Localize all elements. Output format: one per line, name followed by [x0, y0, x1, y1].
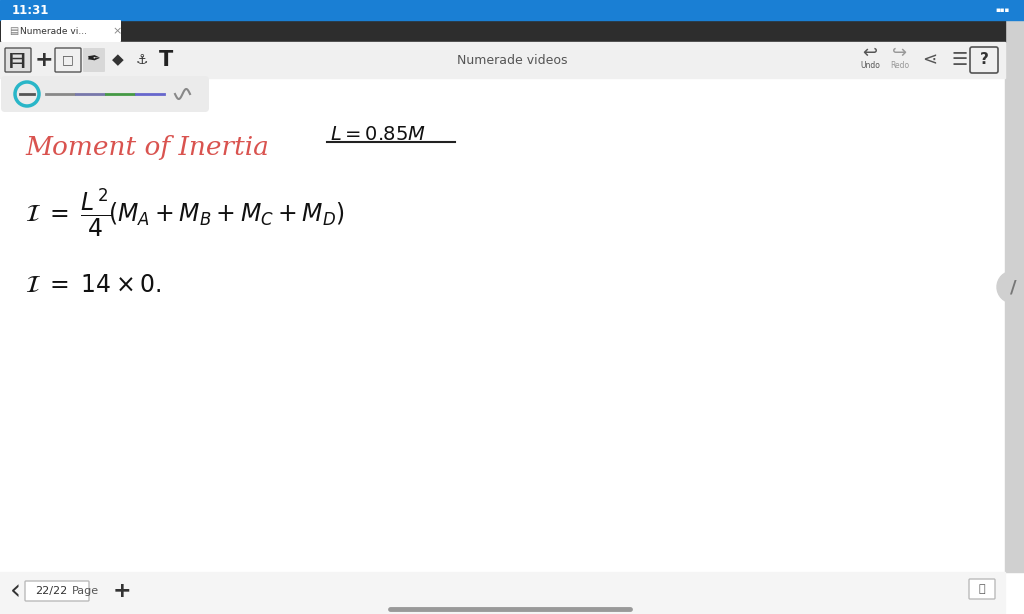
Text: ☰: ☰ — [11, 53, 25, 68]
Text: ✒: ✒ — [87, 51, 101, 69]
Text: ↪: ↪ — [893, 44, 907, 62]
Circle shape — [997, 271, 1024, 303]
Text: ×: × — [112, 26, 122, 36]
Text: Page: Page — [72, 586, 99, 596]
Bar — [0, 572, 1005, 614]
Text: ☰: ☰ — [952, 51, 968, 69]
Text: Numerade videos: Numerade videos — [457, 53, 567, 66]
Text: Undo: Undo — [860, 61, 880, 71]
FancyBboxPatch shape — [970, 47, 998, 73]
Text: ▤: ▤ — [9, 26, 18, 36]
Text: ⬜: ⬜ — [979, 584, 985, 594]
Bar — [0, 0, 1024, 20]
Text: +: + — [113, 581, 132, 601]
Text: T: T — [159, 50, 173, 70]
Text: ?: ? — [980, 53, 988, 68]
FancyBboxPatch shape — [83, 48, 105, 72]
Text: $\mathcal{I}\;=\;\dfrac{L^{\,2}}{4}\!\left(M_A + M_B + M_C + M_D\right)$: $\mathcal{I}\;=\;\dfrac{L^{\,2}}{4}\!\le… — [25, 187, 345, 239]
Text: ⋖: ⋖ — [923, 51, 938, 69]
Text: ▪▪▪: ▪▪▪ — [995, 7, 1010, 13]
Text: 22/22: 22/22 — [35, 586, 68, 596]
FancyBboxPatch shape — [55, 48, 81, 72]
Text: □: □ — [62, 53, 74, 66]
FancyBboxPatch shape — [969, 579, 995, 599]
Bar — [0, 110, 1005, 572]
Text: Moment of Inertia: Moment of Inertia — [25, 136, 269, 160]
Text: Redo: Redo — [891, 61, 909, 71]
Text: +: + — [35, 50, 53, 70]
FancyBboxPatch shape — [25, 581, 89, 601]
FancyBboxPatch shape — [1, 76, 209, 112]
Text: ◆: ◆ — [112, 53, 124, 68]
FancyBboxPatch shape — [1, 20, 121, 42]
Text: 11:31: 11:31 — [12, 4, 49, 17]
Text: ⚓: ⚓ — [136, 53, 148, 67]
Bar — [1005, 20, 1024, 572]
Text: /: / — [1010, 278, 1016, 296]
Text: ↩: ↩ — [862, 44, 878, 62]
Text: ‹: ‹ — [10, 577, 22, 605]
Bar — [0, 20, 1005, 42]
Text: ❙❙: ❙❙ — [5, 53, 31, 68]
FancyBboxPatch shape — [5, 48, 31, 72]
Text: $L = 0.85M$: $L = 0.85M$ — [330, 125, 426, 144]
Text: $\mathcal{I}\;=\;14\times 0.$: $\mathcal{I}\;=\;14\times 0.$ — [25, 273, 162, 297]
Bar — [0, 42, 1005, 78]
Text: Numerade vi...: Numerade vi... — [20, 26, 87, 36]
